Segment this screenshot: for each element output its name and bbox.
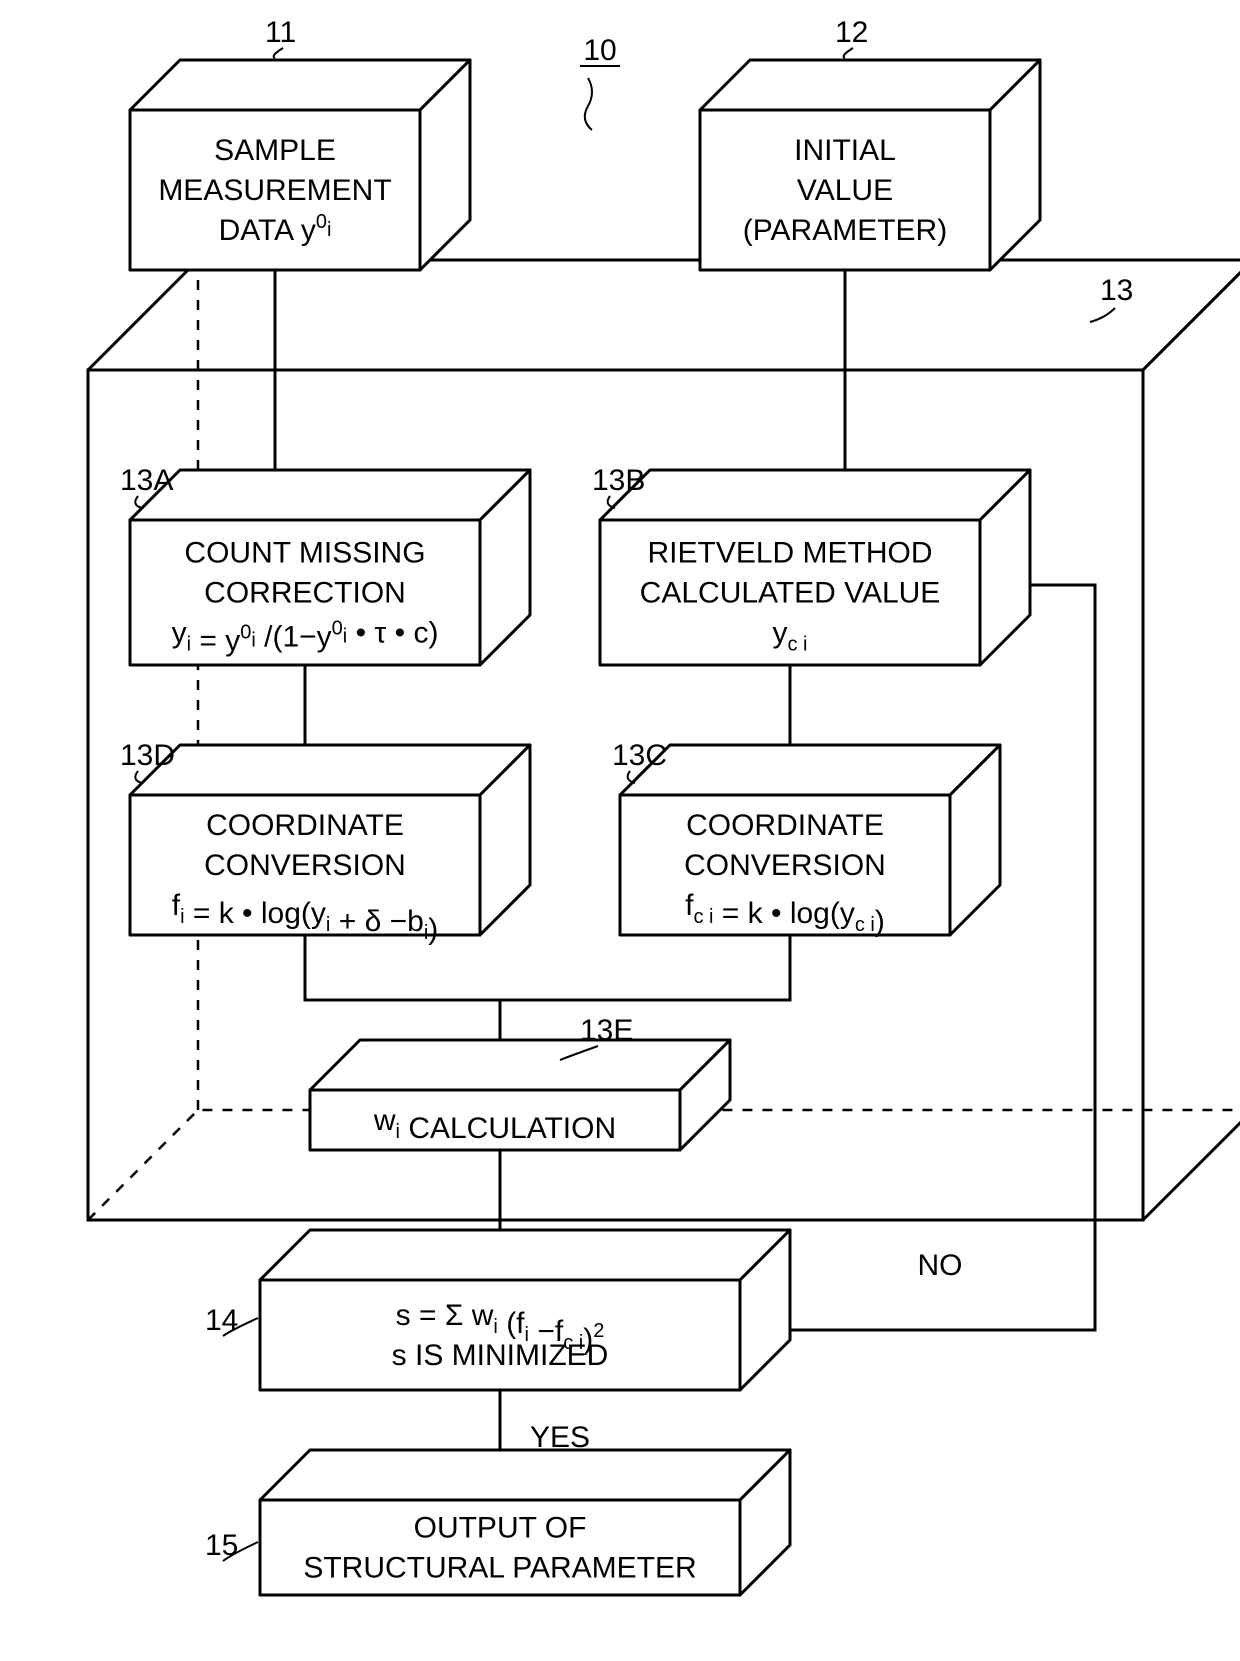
svg-text:CONVERSION: CONVERSION [204, 849, 406, 882]
svg-text:CORRECTION: CORRECTION [204, 577, 406, 610]
svg-text:CONVERSION: CONVERSION [684, 849, 886, 882]
svg-text:13A: 13A [120, 464, 173, 497]
svg-text:DATA y0i: DATA y0i [219, 211, 332, 247]
svg-text:NO: NO [918, 1249, 963, 1282]
svg-text:RIETVELD METHOD: RIETVELD METHOD [647, 537, 932, 570]
svg-text:OUTPUT OF: OUTPUT OF [414, 1512, 587, 1545]
svg-text:(PARAMETER): (PARAMETER) [743, 214, 947, 247]
svg-text:STRUCTURAL PARAMETER: STRUCTURAL PARAMETER [303, 1552, 696, 1585]
svg-text:11: 11 [265, 16, 296, 49]
svg-text:13C: 13C [612, 739, 667, 772]
svg-text:s IS MINIMIZED: s IS MINIMIZED [392, 1339, 609, 1372]
svg-text:INITIAL: INITIAL [794, 134, 896, 167]
svg-text:13: 13 [1100, 274, 1133, 307]
svg-text:13D: 13D [120, 739, 175, 772]
svg-text:CALCULATED VALUE: CALCULATED VALUE [640, 577, 941, 610]
svg-text:SAMPLE: SAMPLE [214, 134, 336, 167]
svg-text:15: 15 [205, 1529, 238, 1562]
svg-text:VALUE: VALUE [797, 174, 893, 207]
svg-text:MEASUREMENT: MEASUREMENT [158, 174, 391, 207]
svg-text:13E: 13E [580, 1014, 633, 1047]
svg-text:COORDINATE: COORDINATE [686, 809, 884, 842]
svg-text:COUNT MISSING: COUNT MISSING [184, 537, 425, 570]
svg-text:12: 12 [835, 16, 868, 49]
svg-text:COORDINATE: COORDINATE [206, 809, 404, 842]
svg-text:10: 10 [583, 34, 616, 67]
svg-text:13B: 13B [592, 464, 645, 497]
svg-text:14: 14 [205, 1304, 238, 1337]
flowchart-diagram: 13YESNOSAMPLEMEASUREMENTDATA y0i11INITIA… [0, 0, 1240, 1661]
